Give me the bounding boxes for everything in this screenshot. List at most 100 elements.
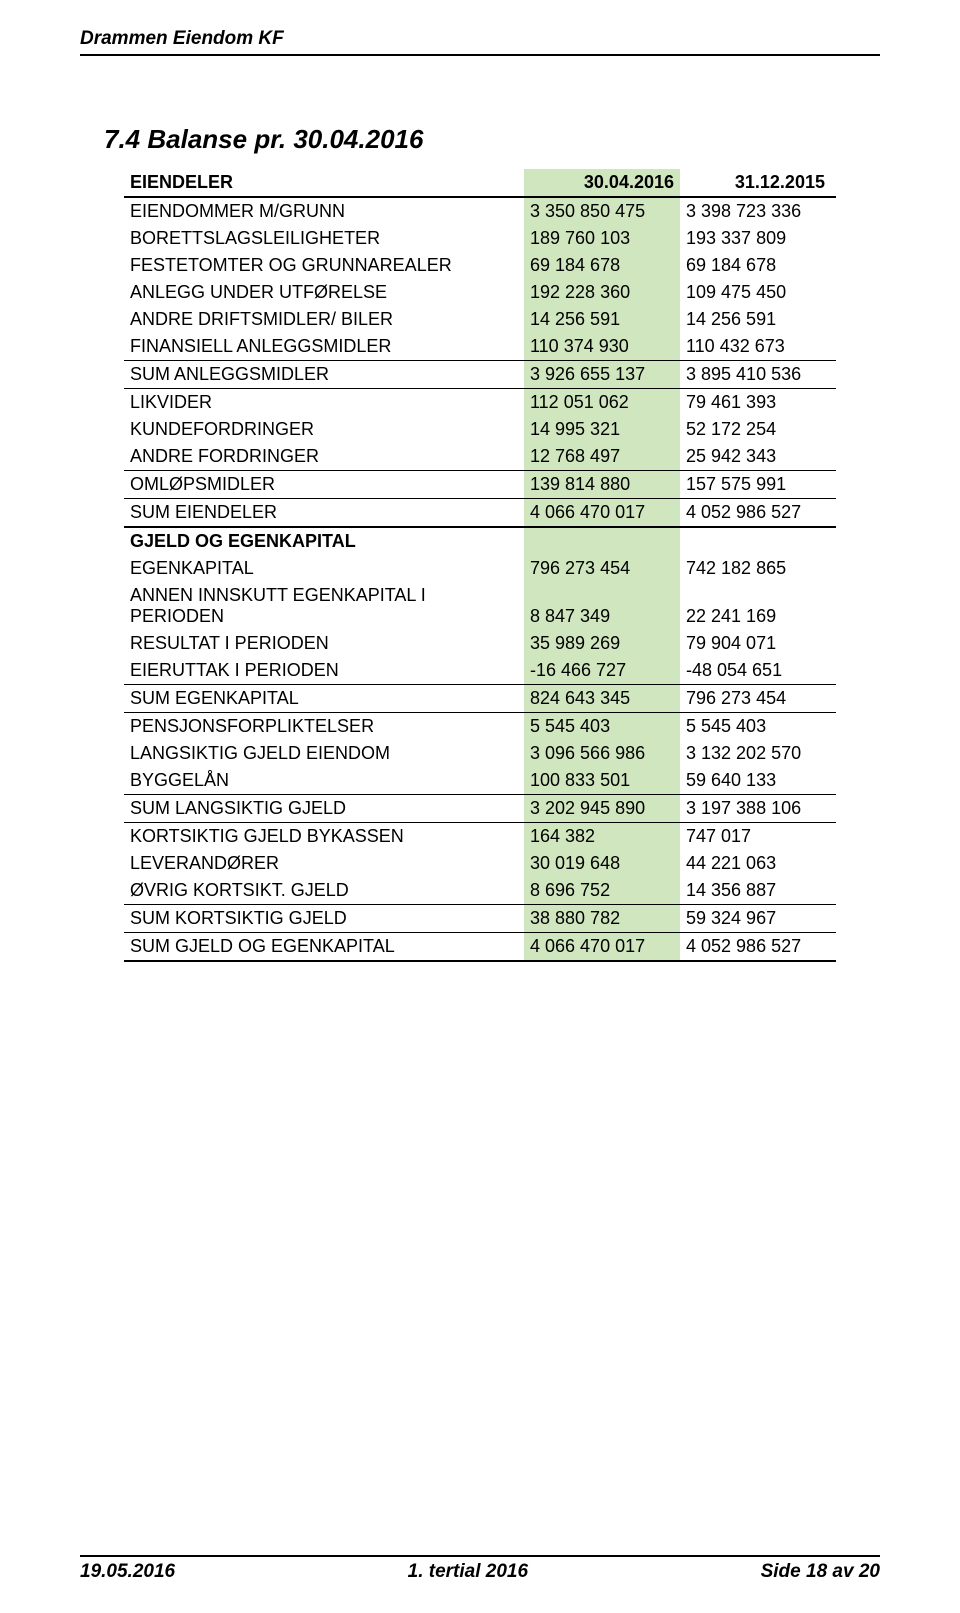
current-assets-row: KUNDEFORDRINGER 14 995 321 52 172 254 <box>124 416 836 443</box>
row-v1: 192 228 360 <box>524 279 680 306</box>
row-v2: 3 132 202 570 <box>680 740 836 767</box>
row-v1: 164 382 <box>524 823 680 851</box>
row-v1: 824 643 345 <box>524 685 680 713</box>
row-v2: -48 054 651 <box>680 657 836 685</box>
row-v2: 59 640 133 <box>680 767 836 795</box>
assets-row: FESTETOMTER OG GRUNNAREALER 69 184 678 6… <box>124 252 836 279</box>
row-label: ANNEN INNSKUTT EGENKAPITAL I PERIODEN <box>124 582 524 630</box>
page: Drammen Eiendom KF 7.4 Balanse pr. 30.04… <box>0 0 960 1613</box>
equity-row: EIERUTTAK I PERIODEN -16 466 727 -48 054… <box>124 657 836 685</box>
row-label: KORTSIKTIG GJELD BYKASSEN <box>124 823 524 851</box>
footer-page: Side 18 av 20 <box>761 1561 880 1583</box>
row-v1: 12 768 497 <box>524 443 680 471</box>
row-label: EGENKAPITAL <box>124 555 524 582</box>
row-v2: 193 337 809 <box>680 225 836 252</box>
current-assets-row: ANDRE FORDRINGER 12 768 497 25 942 343 <box>124 443 836 471</box>
assets-row: FINANSIELL ANLEGGSMIDLER 110 374 930 110… <box>124 333 836 361</box>
shortterm-row: ØVRIG KORTSIKT. GJELD 8 696 752 14 356 8… <box>124 877 836 905</box>
period-prior-year: 31.12.2015 <box>735 172 825 192</box>
row-label: SUM ANLEGGSMIDLER <box>124 361 524 389</box>
row-v1: 796 273 454 <box>524 555 680 582</box>
row-v1: 4 066 470 017 <box>524 933 680 962</box>
shortterm-sum-row: SUM KORTSIKTIG GJELD 38 880 782 59 324 9… <box>124 905 836 933</box>
row-label: EIERUTTAK I PERIODEN <box>124 657 524 685</box>
footer: 19.05.2016 1. tertial 2016 Side 18 av 20 <box>80 1555 880 1583</box>
blank-cell <box>524 527 680 555</box>
row-label: OMLØPSMIDLER <box>124 471 524 499</box>
row-v1: 38 880 782 <box>524 905 680 933</box>
row-label: SUM EGENKAPITAL <box>124 685 524 713</box>
row-v1: 3 350 850 475 <box>524 197 680 225</box>
section-title: 7.4 Balanse pr. 30.04.2016 <box>80 124 880 155</box>
row-v2: 14 356 887 <box>680 877 836 905</box>
longterm-row: BYGGELÅN 100 833 501 59 640 133 <box>124 767 836 795</box>
row-label: ØVRIG KORTSIKT. GJELD <box>124 877 524 905</box>
total-assets-row: SUM EIENDELER 4 066 470 017 4 052 986 52… <box>124 499 836 528</box>
row-v1: 4 066 470 017 <box>524 499 680 528</box>
shortterm-row: KORTSIKTIG GJELD BYKASSEN 164 382 747 01… <box>124 823 836 851</box>
row-v2: 3 197 388 106 <box>680 795 836 823</box>
row-v2: 109 475 450 <box>680 279 836 306</box>
row-v2: 79 904 071 <box>680 630 836 657</box>
assets-row: EIENDOMMER M/GRUNN 3 350 850 475 3 398 7… <box>124 197 836 225</box>
assets-header-row: EIENDELER 30.04.2016 31.12.2015 <box>124 169 836 197</box>
equity-sum-row: SUM EGENKAPITAL 824 643 345 796 273 454 <box>124 685 836 713</box>
row-v1: 30 019 648 <box>524 850 680 877</box>
shortterm-row: LEVERANDØRER 30 019 648 44 221 063 <box>124 850 836 877</box>
row-v1: 139 814 880 <box>524 471 680 499</box>
row-label: LANGSIKTIG GJELD EIENDOM <box>124 740 524 767</box>
row-label: ANDRE FORDRINGER <box>124 443 524 471</box>
row-v1: 3 096 566 986 <box>524 740 680 767</box>
row-label: BORETTSLAGSLEILIGHETER <box>124 225 524 252</box>
row-v1: 8 847 349 <box>524 582 680 630</box>
row-v2: 4 052 986 527 <box>680 499 836 528</box>
row-label: RESULTAT I PERIODEN <box>124 630 524 657</box>
row-v1: 3 202 945 890 <box>524 795 680 823</box>
period-prior: 31.12.2015 <box>680 169 836 197</box>
row-label: ANLEGG UNDER UTFØRELSE <box>124 279 524 306</box>
row-v2: 25 942 343 <box>680 443 836 471</box>
blank-cell <box>680 527 836 555</box>
row-label: FESTETOMTER OG GRUNNAREALER <box>124 252 524 279</box>
row-v1: 189 760 103 <box>524 225 680 252</box>
row-label: SUM KORTSIKTIG GJELD <box>124 905 524 933</box>
current-assets-sum-row: OMLØPSMIDLER 139 814 880 157 575 991 <box>124 471 836 499</box>
row-v2: 5 545 403 <box>680 713 836 741</box>
row-v2: 110 432 673 <box>680 333 836 361</box>
header-rule <box>80 54 880 56</box>
row-v1: 35 989 269 <box>524 630 680 657</box>
row-label: SUM EIENDELER <box>124 499 524 528</box>
row-v1: 8 696 752 <box>524 877 680 905</box>
row-v2: 14 256 591 <box>680 306 836 333</box>
row-v2: 796 273 454 <box>680 685 836 713</box>
footer-center: 1. tertial 2016 <box>408 1561 528 1583</box>
row-v1: 14 256 591 <box>524 306 680 333</box>
longterm-sum-row: SUM LANGSIKTIG GJELD 3 202 945 890 3 197… <box>124 795 836 823</box>
row-label: LEVERANDØRER <box>124 850 524 877</box>
row-v2: 79 461 393 <box>680 389 836 417</box>
row-label: BYGGELÅN <box>124 767 524 795</box>
footer-date: 19.05.2016 <box>80 1561 175 1583</box>
assets-row: ANLEGG UNDER UTFØRELSE 192 228 360 109 4… <box>124 279 836 306</box>
row-v1: 112 051 062 <box>524 389 680 417</box>
equity-row: RESULTAT I PERIODEN 35 989 269 79 904 07… <box>124 630 836 657</box>
liab-equity-header-row: GJELD OG EGENKAPITAL <box>124 527 836 555</box>
row-label: EIENDOMMER M/GRUNN <box>124 197 524 225</box>
row-label: LIKVIDER <box>124 389 524 417</box>
row-v2: 4 052 986 527 <box>680 933 836 962</box>
row-v2: 747 017 <box>680 823 836 851</box>
row-v1: 100 833 501 <box>524 767 680 795</box>
row-label: FINANSIELL ANLEGGSMIDLER <box>124 333 524 361</box>
equity-row: EGENKAPITAL 796 273 454 742 182 865 <box>124 555 836 582</box>
equity-row: ANNEN INNSKUTT EGENKAPITAL I PERIODEN 8 … <box>124 582 836 630</box>
row-v1: -16 466 727 <box>524 657 680 685</box>
row-v1: 69 184 678 <box>524 252 680 279</box>
row-label: ANDRE DRIFTSMIDLER/ BILER <box>124 306 524 333</box>
row-label: PENSJONSFORPLIKTELSER <box>124 713 524 741</box>
liab-equity-header-label: GJELD OG EGENKAPITAL <box>124 527 524 555</box>
row-v2: 44 221 063 <box>680 850 836 877</box>
balance-table: EIENDELER 30.04.2016 31.12.2015 EIENDOMM… <box>124 169 836 962</box>
row-v2: 22 241 169 <box>680 582 836 630</box>
total-liab-equity-row: SUM GJELD OG EGENKAPITAL 4 066 470 017 4… <box>124 933 836 962</box>
row-v1: 3 926 655 137 <box>524 361 680 389</box>
